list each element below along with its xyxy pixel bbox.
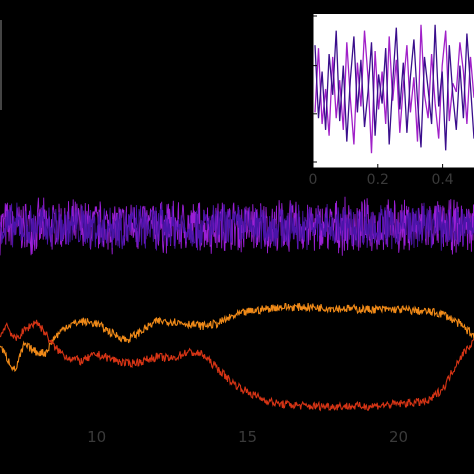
noise-series-1 xyxy=(0,202,474,251)
lower-trace-panel xyxy=(0,302,474,412)
x-tick-label: 20 xyxy=(389,428,408,446)
trace-series-0 xyxy=(0,302,474,372)
inset-x-tick-label: 0.2 xyxy=(367,172,389,188)
inset-plot xyxy=(312,14,474,169)
inset-x-tick-label: 0 xyxy=(309,172,318,188)
x-tick-label: 15 xyxy=(238,428,257,446)
noise-series-0 xyxy=(0,196,474,256)
inset-x-ticks: 0 0.2 0.4 xyxy=(309,164,454,188)
lower-x-ticks: 10 15 20 xyxy=(87,428,408,446)
trace-series-1 xyxy=(0,319,474,412)
inset-x-tick-label: 0.4 xyxy=(431,172,453,188)
inset-series-0 xyxy=(314,24,474,154)
upper-noise-panel xyxy=(0,196,474,256)
x-tick-label: 10 xyxy=(87,428,106,446)
inset-series-1 xyxy=(314,24,474,151)
